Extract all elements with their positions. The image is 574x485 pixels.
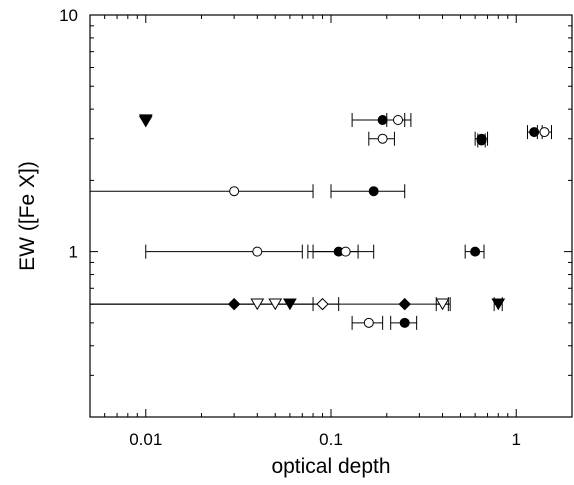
y-tick-label: 10 <box>59 6 78 25</box>
error-bar <box>330 184 406 199</box>
markers <box>138 114 550 328</box>
x-tick-label: 0.1 <box>319 430 343 449</box>
point-down-open <box>435 298 450 311</box>
point-down-open <box>268 298 283 311</box>
plot-frame <box>89 14 573 418</box>
x-tick-label: 1 <box>512 430 521 449</box>
point-circle-open <box>539 127 550 138</box>
point-circle-filled <box>470 246 481 257</box>
major-ticks <box>90 14 572 417</box>
tick-labels: 0.01 0.1 1 1 10 <box>59 6 521 449</box>
point-diamond-open <box>316 297 329 311</box>
point-down-open <box>250 298 265 311</box>
error-bar <box>90 184 314 199</box>
x-tick-label: 0.01 <box>129 430 162 449</box>
point-circle-open <box>363 317 374 328</box>
point-circle-filled <box>476 135 487 146</box>
error-bars <box>90 112 552 330</box>
point-down-filled <box>491 298 506 311</box>
point-circle-open <box>393 114 404 125</box>
y-tick-label: 1 <box>69 243 78 262</box>
point-circle-open <box>340 246 351 257</box>
point-circle-filled <box>377 114 388 125</box>
point-diamond-filled <box>398 297 411 311</box>
error-bar <box>145 244 303 259</box>
point-circle-filled <box>399 317 410 328</box>
point-circle-open <box>252 246 263 257</box>
x-axis-label: optical depth <box>271 455 390 478</box>
point-circle-filled <box>368 186 379 197</box>
point-circle-filled <box>529 127 540 138</box>
point-circle-open <box>229 186 240 197</box>
point-down-filled <box>283 298 297 311</box>
y-axis-label: EW ([Fe X]) <box>16 161 39 271</box>
point-circle-open <box>377 133 388 144</box>
minor-ticks <box>89 15 573 418</box>
point-down-filled <box>138 115 153 128</box>
point-diamond-filled <box>227 297 241 311</box>
